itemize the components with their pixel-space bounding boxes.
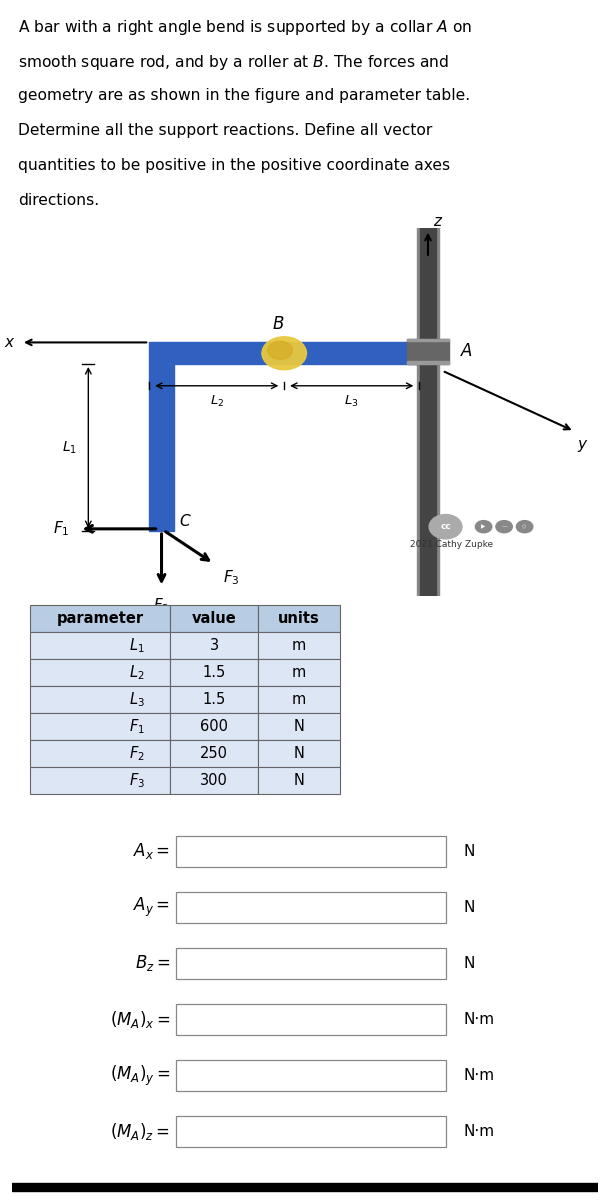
Text: value: value bbox=[192, 611, 237, 625]
Text: N·m: N·m bbox=[463, 1012, 494, 1027]
Bar bbox=[176, 835, 445, 866]
Circle shape bbox=[429, 515, 462, 539]
Text: $L_1$: $L_1$ bbox=[129, 636, 145, 655]
Text: Determine all the support reactions. Define all vector: Determine all the support reactions. Def… bbox=[18, 124, 432, 138]
Bar bbox=[170, 740, 258, 767]
Text: $C$: $C$ bbox=[179, 512, 191, 529]
Bar bbox=[149, 364, 174, 532]
Text: m: m bbox=[292, 665, 306, 680]
Text: N: N bbox=[293, 719, 304, 734]
Text: 1.5: 1.5 bbox=[203, 665, 226, 680]
Text: quantities to be positive in the positive coordinate axes: quantities to be positive in the positiv… bbox=[18, 158, 450, 173]
Text: $F_1$: $F_1$ bbox=[129, 718, 145, 736]
Bar bbox=[30, 605, 170, 631]
Text: N: N bbox=[463, 900, 475, 914]
Bar bbox=[176, 892, 445, 923]
Bar bbox=[149, 342, 419, 364]
Bar bbox=[176, 1004, 445, 1034]
Bar bbox=[176, 948, 445, 979]
Text: $L_2$: $L_2$ bbox=[129, 664, 145, 682]
Bar bbox=[30, 713, 170, 740]
Text: parameter: parameter bbox=[57, 611, 143, 625]
Circle shape bbox=[475, 521, 492, 533]
Text: N·m: N·m bbox=[463, 1124, 494, 1139]
Bar bbox=[30, 686, 170, 713]
Bar bbox=[407, 361, 449, 364]
Text: 2021 Cathy Zupke: 2021 Cathy Zupke bbox=[410, 540, 493, 550]
Bar bbox=[258, 767, 340, 794]
Bar bbox=[170, 631, 258, 659]
Circle shape bbox=[262, 337, 306, 370]
Text: A bar with a right angle bend is supported by a collar $\mathit{A}$ on: A bar with a right angle bend is support… bbox=[18, 18, 472, 37]
Text: smooth square rod, and by a roller at $\mathit{B}$. The forces and: smooth square rod, and by a roller at $\… bbox=[18, 53, 450, 72]
Text: $(M_A)_x =$: $(M_A)_x =$ bbox=[110, 1009, 170, 1030]
Text: $(M_A)_y =$: $(M_A)_y =$ bbox=[110, 1063, 170, 1087]
Bar bbox=[30, 631, 170, 659]
Bar bbox=[258, 659, 340, 686]
Bar bbox=[170, 659, 258, 686]
Bar bbox=[30, 659, 170, 686]
Text: $A_y =$: $A_y =$ bbox=[134, 895, 170, 919]
Bar bbox=[176, 1060, 445, 1091]
Bar bbox=[258, 740, 340, 767]
Text: $B$: $B$ bbox=[272, 314, 284, 332]
Text: $L_2$: $L_2$ bbox=[210, 394, 224, 409]
Bar bbox=[30, 740, 170, 767]
Text: 250: 250 bbox=[200, 746, 228, 761]
Text: 600: 600 bbox=[200, 719, 228, 734]
Text: units: units bbox=[278, 611, 320, 625]
Text: N: N bbox=[293, 746, 304, 761]
Text: $L_1$: $L_1$ bbox=[62, 439, 77, 456]
Bar bbox=[170, 713, 258, 740]
Bar bbox=[170, 605, 258, 631]
Bar bbox=[258, 686, 340, 713]
Text: ◇: ◇ bbox=[523, 524, 526, 529]
Circle shape bbox=[496, 521, 512, 533]
Text: $(M_A)_z =$: $(M_A)_z =$ bbox=[110, 1121, 170, 1142]
Text: $z$: $z$ bbox=[432, 215, 443, 229]
Text: $F_2$: $F_2$ bbox=[153, 596, 170, 614]
Bar bbox=[170, 686, 258, 713]
Bar bbox=[170, 767, 258, 794]
Bar bbox=[417, 223, 439, 596]
Text: $y$: $y$ bbox=[577, 438, 589, 454]
Bar bbox=[176, 1116, 445, 1147]
Bar bbox=[12, 1182, 598, 1190]
Text: $A$: $A$ bbox=[459, 342, 473, 360]
Text: $F_3$: $F_3$ bbox=[223, 568, 239, 587]
Bar bbox=[420, 223, 436, 596]
Bar bbox=[258, 605, 340, 631]
Text: $L_3$: $L_3$ bbox=[129, 690, 145, 709]
Bar bbox=[30, 767, 170, 794]
Bar bbox=[407, 338, 449, 341]
Text: geometry are as shown in the figure and parameter table.: geometry are as shown in the figure and … bbox=[18, 89, 470, 103]
Text: $L_3$: $L_3$ bbox=[345, 394, 359, 409]
Text: N·m: N·m bbox=[463, 1068, 494, 1082]
Text: ▶: ▶ bbox=[481, 524, 486, 529]
Text: m: m bbox=[292, 692, 306, 707]
Text: N: N bbox=[463, 955, 475, 971]
Text: 3: 3 bbox=[210, 638, 219, 653]
Bar bbox=[258, 713, 340, 740]
Text: —: — bbox=[501, 524, 507, 529]
Bar bbox=[407, 338, 449, 364]
Text: N: N bbox=[293, 773, 304, 788]
Text: $A_x =$: $A_x =$ bbox=[134, 841, 170, 862]
Text: $F_1$: $F_1$ bbox=[52, 520, 69, 538]
Text: $F_2$: $F_2$ bbox=[129, 744, 145, 763]
Text: 300: 300 bbox=[200, 773, 228, 788]
Circle shape bbox=[268, 341, 292, 359]
Text: N: N bbox=[463, 844, 475, 859]
Bar bbox=[258, 631, 340, 659]
Text: directions.: directions. bbox=[18, 193, 99, 208]
Text: m: m bbox=[292, 638, 306, 653]
Text: $F_3$: $F_3$ bbox=[129, 772, 145, 790]
Text: 1.5: 1.5 bbox=[203, 692, 226, 707]
Text: $B_z =$: $B_z =$ bbox=[135, 953, 170, 973]
Circle shape bbox=[517, 521, 533, 533]
Text: $x$: $x$ bbox=[4, 335, 15, 350]
Text: cc: cc bbox=[440, 522, 451, 532]
